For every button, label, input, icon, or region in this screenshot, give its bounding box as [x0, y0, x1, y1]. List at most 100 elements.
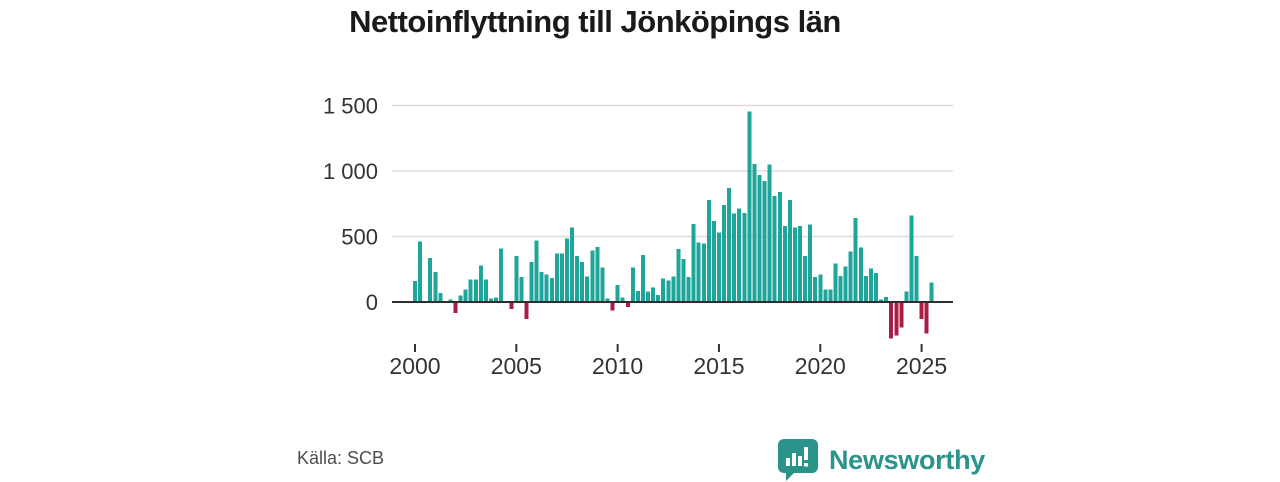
- bar: [798, 226, 803, 302]
- bar: [919, 302, 924, 320]
- bar: [838, 275, 843, 302]
- bar: [630, 267, 635, 302]
- bar: [580, 262, 585, 302]
- bar: [848, 251, 853, 302]
- x-axis-label: 2005: [491, 353, 542, 379]
- newsworthy-wordmark: Newsworthy: [828, 444, 985, 475]
- bar: [620, 297, 625, 302]
- bar: [519, 277, 524, 302]
- bar: [813, 277, 818, 302]
- bar: [772, 195, 777, 302]
- bar: [671, 276, 676, 302]
- bar: [595, 246, 600, 302]
- y-axis-label: 1 000: [323, 159, 378, 184]
- bar: [889, 302, 894, 339]
- y-axis-label: 0: [366, 290, 378, 315]
- bar: [777, 191, 782, 302]
- bar: [428, 258, 433, 303]
- bar: [752, 163, 757, 302]
- bar: [899, 302, 904, 328]
- x-axis-label: 2020: [795, 353, 846, 379]
- y-axis-label: 1 500: [323, 94, 378, 119]
- bar: [635, 290, 640, 302]
- bar: [767, 164, 772, 302]
- bar: [808, 224, 813, 302]
- bar: [727, 188, 732, 302]
- bar: [803, 256, 808, 302]
- bar: [691, 224, 696, 303]
- bar: [488, 298, 493, 303]
- bar: [818, 274, 823, 302]
- bar: [453, 302, 458, 314]
- bar: [656, 294, 661, 303]
- bar: [499, 248, 504, 302]
- bar: [544, 274, 549, 302]
- bar: [879, 299, 884, 302]
- bar: [564, 238, 569, 303]
- bar: [833, 263, 838, 303]
- bar: [534, 240, 539, 302]
- bar: [787, 199, 792, 302]
- bar: [894, 302, 899, 336]
- bar: [716, 232, 721, 302]
- bar: [570, 227, 575, 302]
- y-axis-label: 500: [341, 225, 378, 250]
- x-axis-label: 2000: [389, 353, 440, 379]
- bar: [843, 266, 848, 302]
- bar: [853, 218, 858, 302]
- bar: [615, 284, 620, 302]
- bar: [909, 215, 914, 302]
- bar: [661, 278, 666, 302]
- newsworthy-logo: Newsworthy: [777, 438, 985, 482]
- bar: [904, 291, 909, 302]
- bar: [823, 289, 828, 303]
- bar: [473, 279, 478, 302]
- bar: [529, 262, 534, 302]
- bar: [463, 289, 468, 303]
- bar: [711, 220, 716, 302]
- bar: [448, 299, 453, 302]
- bar: [742, 212, 747, 302]
- bar: [762, 180, 767, 302]
- bar: [413, 281, 417, 302]
- bar: [640, 254, 645, 302]
- bar: [757, 174, 762, 302]
- bar: [747, 111, 752, 302]
- bar: [828, 289, 833, 303]
- bar: [681, 258, 686, 302]
- bar: [874, 273, 879, 302]
- bar: [600, 267, 605, 302]
- bar: [575, 256, 580, 302]
- x-axis-label: 2015: [693, 353, 744, 379]
- bar: [478, 265, 483, 302]
- bar: [792, 227, 797, 302]
- bar: [494, 297, 499, 302]
- bar: [468, 279, 473, 302]
- bar: [732, 213, 737, 302]
- bar: [858, 247, 863, 302]
- bar: [554, 253, 559, 302]
- bar: [549, 277, 554, 302]
- x-axis-label: 2025: [896, 353, 947, 379]
- bar: [438, 292, 443, 302]
- bar: [625, 302, 630, 308]
- bar: [666, 280, 671, 302]
- bar: [514, 256, 519, 302]
- bar: [701, 243, 706, 302]
- bar: [737, 208, 742, 302]
- bar: [884, 296, 889, 302]
- bar: [524, 302, 529, 320]
- newsworthy-bubble-icon: [777, 439, 818, 481]
- bar: [509, 302, 514, 310]
- bar: [676, 248, 681, 302]
- bar: [585, 276, 590, 302]
- source-note: Källa: SCB: [297, 448, 385, 468]
- bar: [559, 253, 564, 302]
- bar: [483, 279, 488, 302]
- bar: [651, 287, 656, 302]
- bar: [418, 241, 423, 302]
- bar: [458, 295, 463, 302]
- bar: [610, 302, 615, 311]
- bar: [782, 226, 787, 302]
